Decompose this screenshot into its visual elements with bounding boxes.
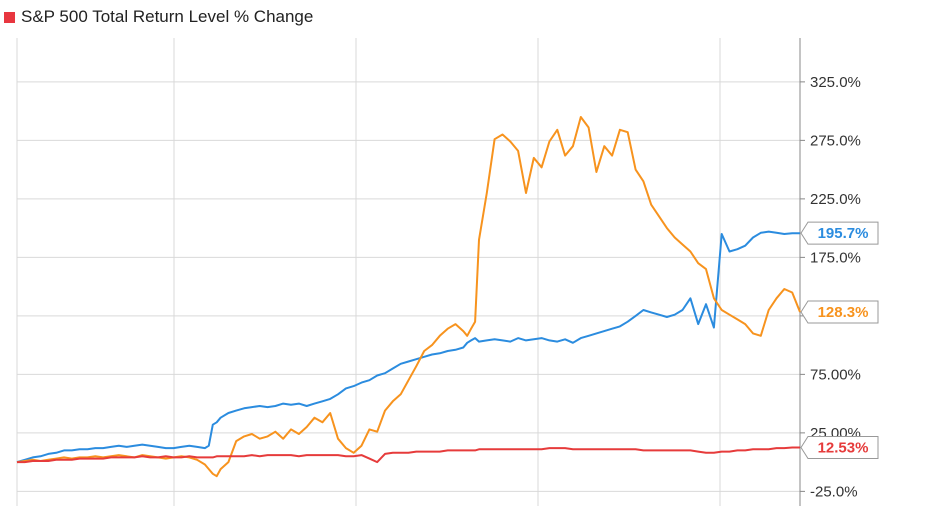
legend-swatch (4, 11, 15, 23)
end-label-1: 195.7% (818, 225, 869, 242)
chart-legend: S&P 500 Total Return Level % Change (4, 6, 313, 28)
series-lines (16, 116, 801, 478)
y-tick-label: 225.0% (810, 191, 861, 208)
series-line-2 (16, 116, 801, 478)
series-line-3 (17, 446, 800, 464)
end-label-3: 12.53% (818, 439, 869, 456)
end-labels: 195.7% 128.3% 12.53% (800, 221, 879, 459)
end-label-2: 128.3% (818, 304, 869, 321)
y-tick-label: 75.00% (810, 366, 861, 383)
end-label-box-2 (800, 300, 879, 324)
series-line-1 (16, 230, 800, 464)
end-label-box-1 (800, 221, 879, 245)
end-label-box-3 (800, 435, 879, 459)
chart-title: S&P 500 Total Return Level % Change (21, 7, 314, 26)
y-tick-label: 275.0% (810, 132, 861, 149)
y-tick-label: 175.0% (810, 249, 861, 266)
grid-lines (16, 38, 801, 506)
y-tick-label: -25.0% (810, 483, 858, 500)
y-tick-label: 325.0% (810, 74, 861, 91)
